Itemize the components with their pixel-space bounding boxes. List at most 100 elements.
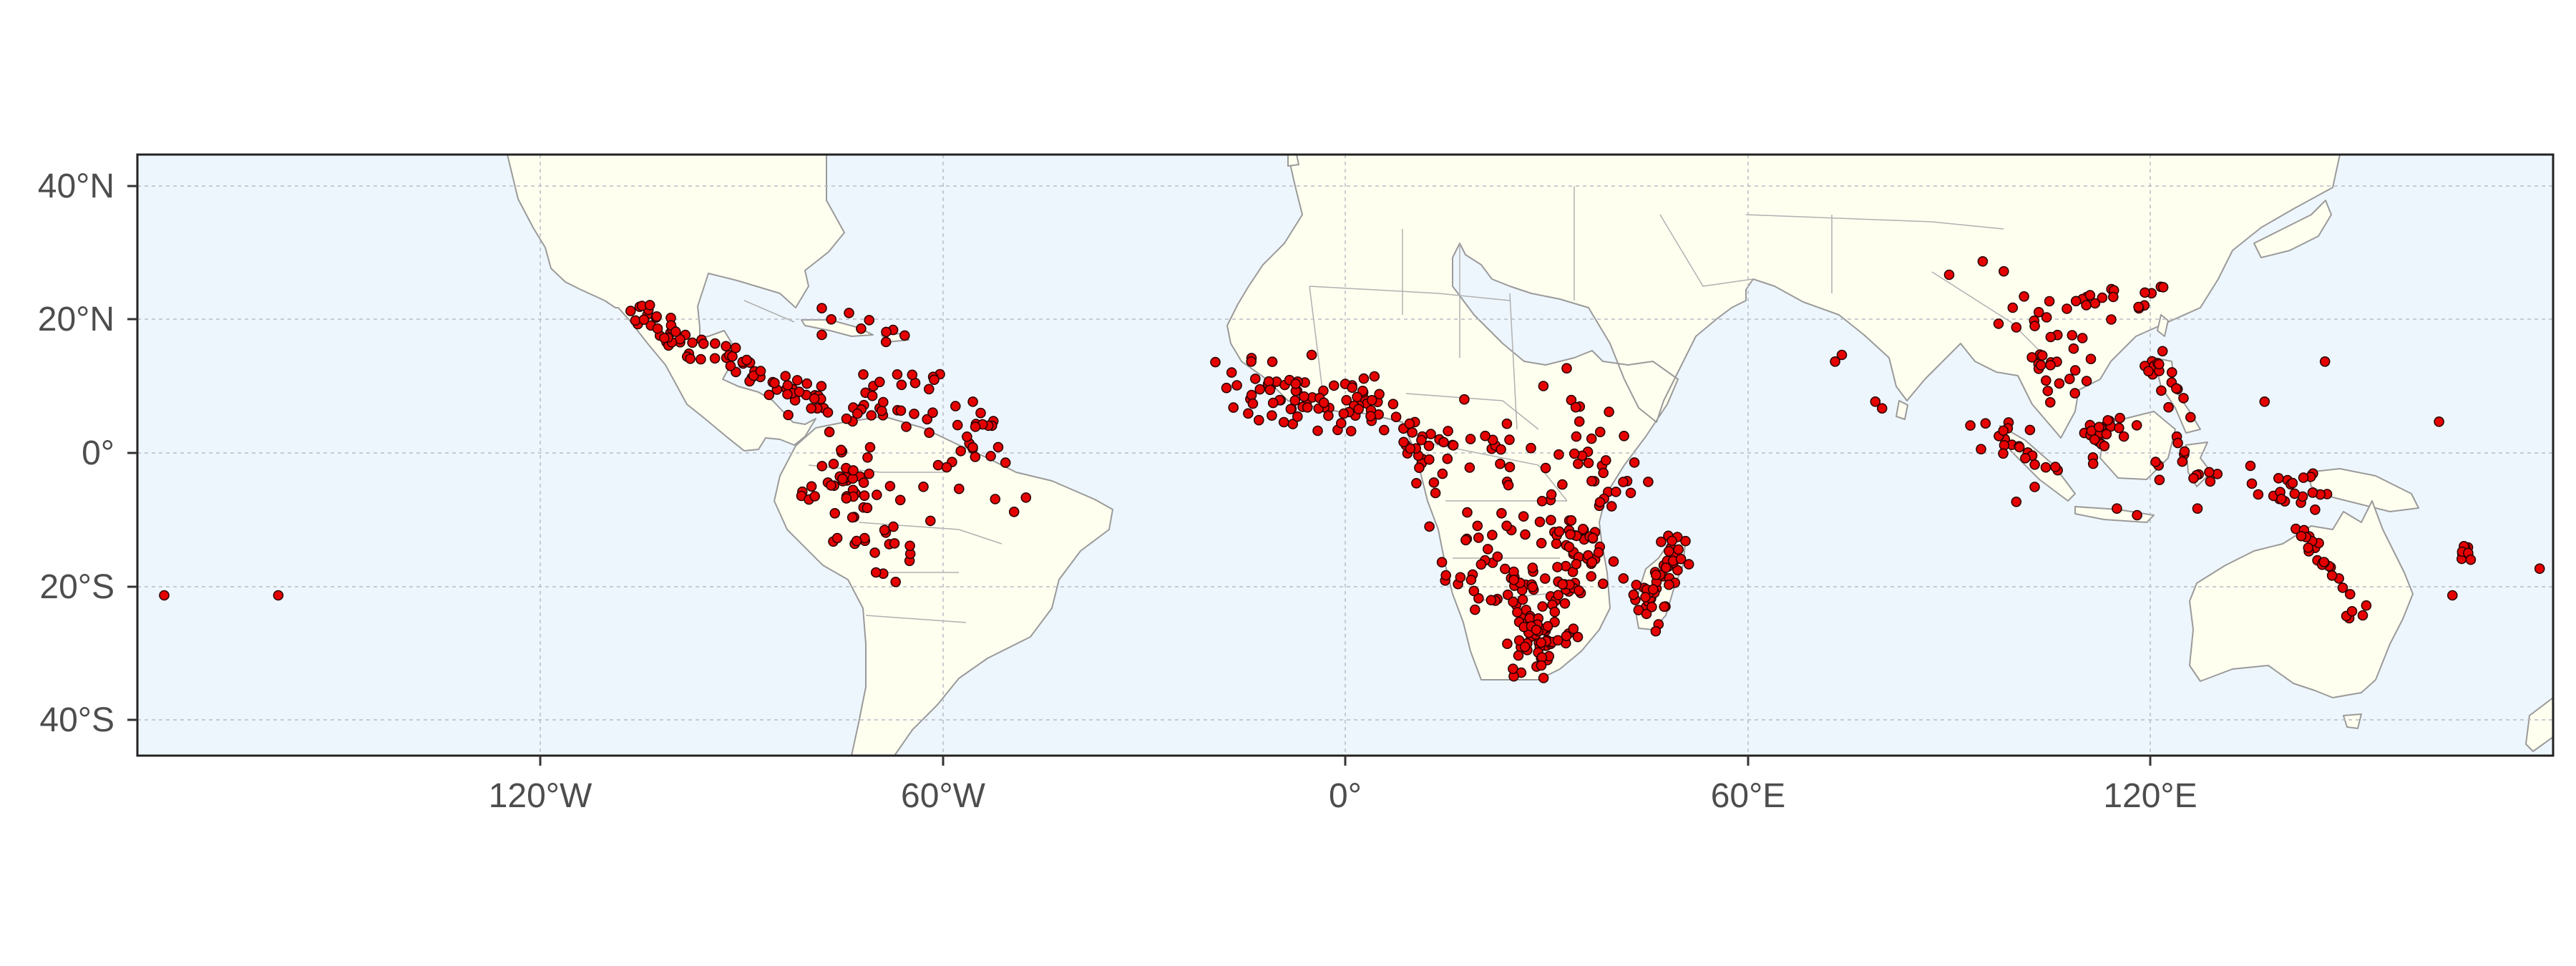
occurrence-point [2041,312,2052,323]
occurrence-point [1267,410,1277,421]
occurrence-point [1365,411,1376,421]
occurrence-point [1338,408,1350,419]
occurrence-point [1648,584,1659,595]
occurrence-point [864,315,874,326]
occurrence-point [1540,462,1551,474]
occurrence-point [1416,434,1427,446]
occurrence-point [1625,487,1636,499]
occurrence-point [1571,431,1582,442]
occurrence-point [1487,530,1498,541]
occurrence-point [1650,570,1662,580]
occurrence-point [1411,477,1422,489]
occurrence-point [2102,415,2113,426]
occurrence-point [1876,403,1888,414]
occurrence-point [847,512,858,523]
occurrence-point [806,403,816,414]
occurrence-point [1496,507,1507,519]
occurrence-point [1542,620,1553,632]
occurrence-point [782,389,793,400]
occurrence-point [1254,414,1264,426]
occurrence-point [2154,474,2165,486]
occurrence-point [824,426,835,438]
occurrence-point [2276,493,2287,504]
occurrence-point [1423,440,1435,452]
occurrence-point [2157,346,2168,357]
sri-lanka-island [1896,400,1908,420]
occurrence-point [907,369,918,381]
occurrence-point [1443,426,1453,436]
occurrence-point [1254,384,1265,395]
occurrence-point [725,361,736,371]
occurrence-point [2045,396,2056,408]
occurrence-point [1428,477,1440,488]
occurrence-point [1460,535,1471,546]
occurrence-point [1608,556,1619,567]
occurrence-point [1998,448,2009,459]
occurrence-point [1587,532,1599,544]
occurrence-point [709,338,721,349]
occurrence-point [1583,457,1594,469]
occurrence-point [1673,544,1684,555]
occurrence-point [2029,321,2040,331]
occurrence-point [1629,457,1640,468]
occurrence-point [1977,255,1989,267]
occurrence-point [952,419,963,431]
occurrence-point [1267,397,1279,409]
occurrence-point [858,477,869,488]
occurrence-point [1618,573,1629,584]
occurrence-point [2192,503,2203,514]
occurrence-point [638,314,650,326]
occurrence-point [780,371,791,382]
occurrence-point [1870,396,1881,407]
occurrence-point [2042,386,2054,396]
occurrence-point [783,409,794,421]
occurrence-point [1438,436,1449,448]
australia-landmass [2189,500,2414,698]
occurrence-point [1667,535,1677,547]
occurrence-point [1999,265,2009,277]
occurrence-point [1594,497,1606,508]
occurrence-point [1595,426,1606,438]
occurrence-point [2205,476,2216,487]
occurrence-point [2118,431,2129,442]
occurrence-point [1559,597,1571,609]
occurrence-point [1586,475,1597,487]
occurrence-point [1000,457,1011,468]
occurrence-point [1640,592,1651,602]
graticule [137,155,2553,756]
occurrence-point [2434,416,2444,427]
occurrence-point [2133,301,2144,313]
occurrence-point [1228,402,1239,413]
occurrence-point [816,381,827,392]
occurrence-point [1358,373,1370,384]
occurrence-point [2534,563,2545,575]
y-label-40s: 40°S [39,701,114,739]
occurrence-point [2204,467,2215,478]
occurrence-point [2029,482,2040,492]
occurrence-point [644,300,655,311]
occurrence-point [2081,300,2092,311]
occurrence-point [2289,488,2301,499]
occurrence-point [1538,381,1549,391]
occurrence-point [904,540,915,552]
occurrence-point [990,494,1001,504]
x-label-120w: 120°W [489,777,592,815]
occurrence-point [2077,333,2088,343]
occurrence-point [2064,374,2075,384]
occurrence-point [782,380,794,391]
occurrence-point [1290,379,1301,389]
occurrence-point [1352,391,1362,403]
occurrence-point [1353,404,1364,415]
occurrence-point [1512,607,1523,618]
occurrence-point [2259,396,2270,407]
occurrence-point [1563,541,1575,552]
occurrence-point [1549,606,1561,618]
occurrence-point [2045,359,2056,371]
occurrence-point [837,473,848,484]
occurrence-point [1503,479,1514,491]
occurrence-point [892,369,903,380]
occurrence-point [1267,356,1278,367]
occurrence-point [932,459,944,471]
occurrence-point [1568,448,1580,459]
